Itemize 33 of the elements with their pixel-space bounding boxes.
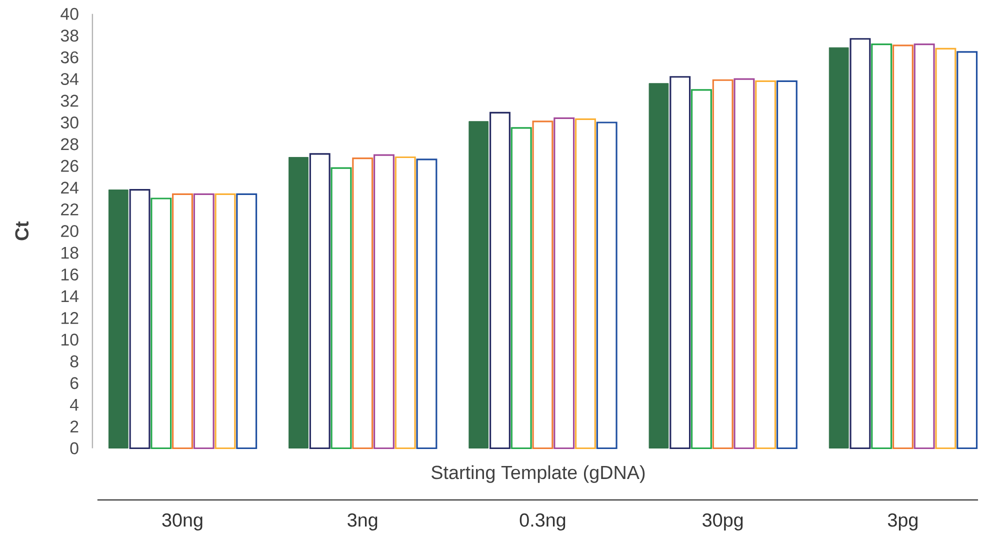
bar	[828, 47, 849, 449]
y-tick-label: 16	[62, 268, 78, 281]
y-tick-label: 12	[62, 312, 78, 324]
y-tick-label: 34	[60, 73, 79, 86]
y-tick-label: 22	[61, 204, 78, 216]
x-axis-title: Starting Template (gDNA)	[432, 465, 645, 484]
y-tick-label: 28	[61, 138, 78, 150]
y-tick-label: 38	[60, 30, 78, 42]
y-tick-label: 32	[60, 94, 78, 107]
bar	[648, 83, 669, 449]
y-tick-label: 2	[70, 420, 78, 433]
y-tick-label: 10	[62, 334, 78, 346]
y-tick-label: 18	[62, 246, 78, 259]
x-tick-label: 30pg	[702, 514, 743, 531]
x-tick-label: 3pg	[888, 514, 918, 531]
bar	[108, 190, 128, 449]
bar	[288, 157, 308, 449]
y-tick-label: 24	[61, 182, 79, 194]
x-tick-label: 0.3ng	[520, 514, 566, 531]
y-tick-label: 14	[62, 290, 79, 302]
bar	[468, 121, 489, 449]
y-tick-label: 36	[60, 52, 78, 64]
y-axis-title: Ct	[15, 222, 29, 240]
y-tick-label: 6	[70, 377, 78, 390]
y-tick-label: 4	[70, 399, 79, 411]
y-tick-label: 30	[60, 116, 78, 129]
y-tick-label: 20	[61, 225, 78, 238]
x-tick-label: 30ng	[162, 514, 202, 531]
x-tick-label: 3ng	[348, 514, 378, 531]
y-tick-label: 26	[61, 160, 78, 172]
y-tick-label: 8	[70, 356, 78, 368]
y-tick-label: 0	[70, 442, 78, 454]
y-tick-label: 40	[60, 8, 78, 20]
